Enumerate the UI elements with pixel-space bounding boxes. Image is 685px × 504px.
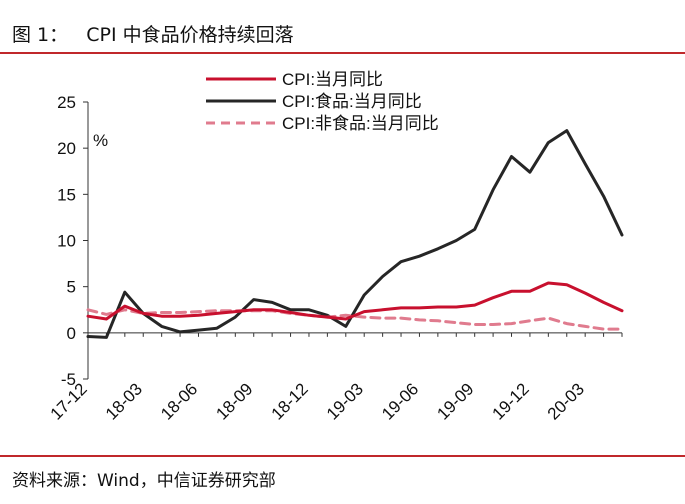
y-tick-label: 0 — [67, 324, 76, 343]
y-tick-label: 25 — [57, 93, 76, 112]
x-tick-label: 18-12 — [268, 379, 312, 423]
legend-label-0: CPI:当月同比 — [282, 70, 383, 89]
series-line-0 — [86, 281, 624, 321]
x-tick-label: 18-09 — [212, 379, 256, 423]
legend-label-1: CPI:食品:当月同比 — [282, 92, 422, 111]
x-tick-label: 18-06 — [157, 379, 201, 423]
y-axis-unit-label: % — [93, 131, 108, 150]
series-line-1 — [86, 129, 624, 339]
legend-label-2: CPI:非食品:当月同比 — [282, 114, 439, 133]
x-tick-label: 19-03 — [323, 379, 367, 423]
y-tick-label: 20 — [57, 139, 76, 158]
x-tick-label: 18-03 — [102, 379, 146, 423]
y-tick-label: 5 — [67, 278, 76, 297]
x-tick-label: 19-12 — [489, 379, 533, 423]
top-rule — [0, 52, 685, 54]
x-tick-label: 20-03 — [544, 379, 588, 423]
y-tick-label: -5 — [61, 370, 76, 389]
x-tick-label: 19-06 — [378, 379, 422, 423]
source-note: 资料来源：Wind，中信证券研究部 — [12, 471, 276, 491]
x-tick-label: 19-09 — [433, 379, 477, 423]
y-tick-label: 15 — [57, 185, 76, 204]
chart-area: CPI:当月同比 CPI:食品:当月同比 CPI:非食品:当月同比 -5 0 5 10 15… — [47, 70, 624, 424]
y-tick-label: 10 — [57, 232, 76, 251]
plot-lines — [86, 129, 624, 339]
bottom-rule — [0, 455, 685, 457]
y-axis: -5 0 5 10 15 20 25 — [57, 93, 89, 389]
chart-title: 图 1： CPI 中食品价格持续回落 — [12, 24, 294, 46]
x-axis: 17-12 18-03 18-06 18-09 18-12 19-03 19-06 19-09… — [47, 332, 623, 424]
legend: CPI:当月同比 CPI:食品:当月同比 CPI:非食品:当月同比 — [206, 70, 439, 133]
